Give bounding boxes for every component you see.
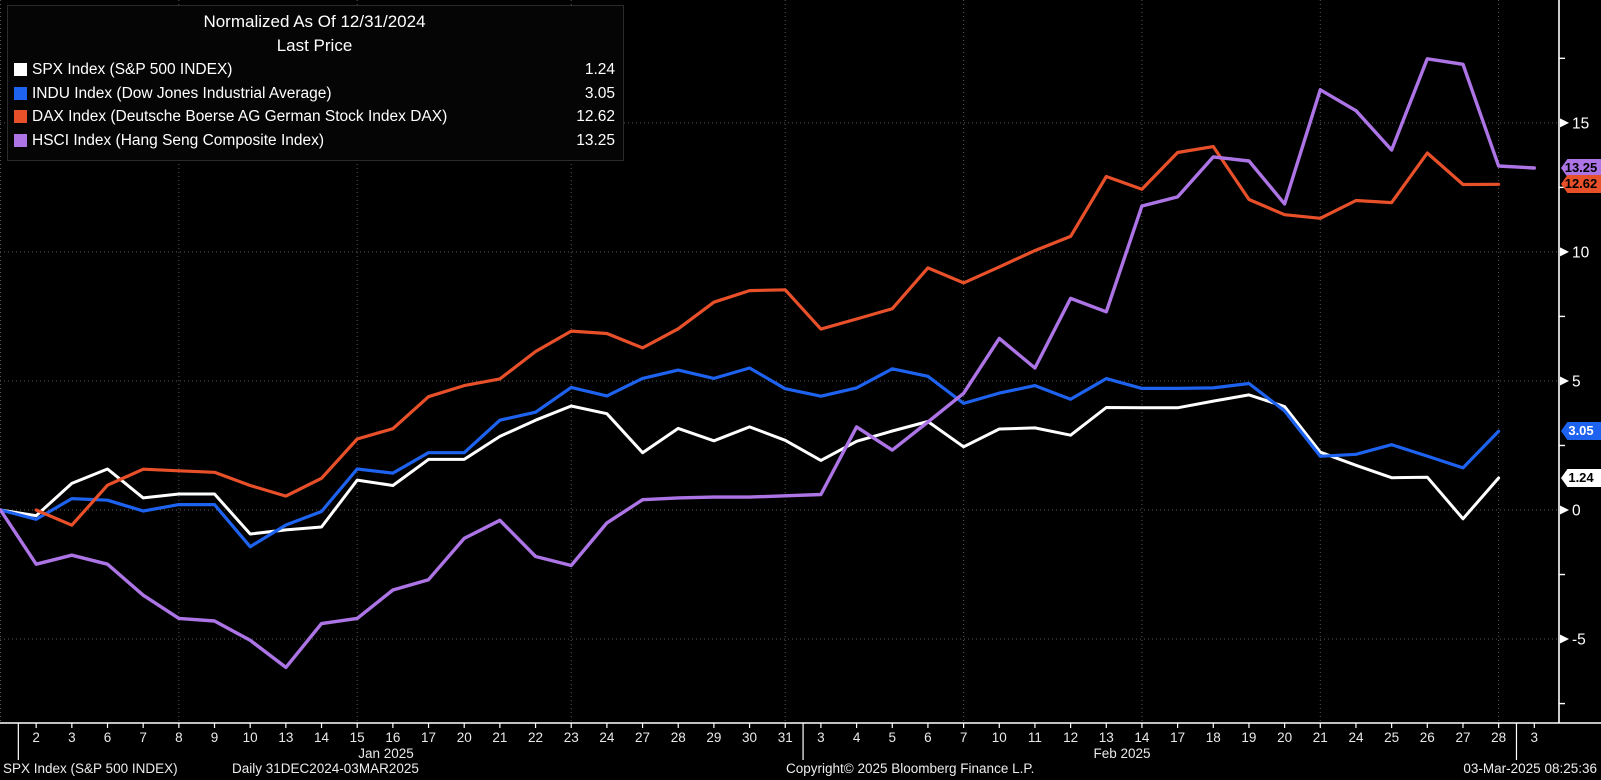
x-tick-label: 31	[778, 730, 793, 745]
indu-color-swatch-icon	[14, 86, 27, 100]
chart-legend: Normalized As Of 12/31/2024 Last Price S…	[7, 5, 624, 161]
x-tick-label: 10	[243, 730, 258, 745]
y-tick-arrow-icon	[1560, 118, 1569, 128]
legend-subtitle: Last Price	[276, 36, 353, 55]
indu-last-price-badge: 3.05	[1561, 422, 1601, 440]
legend-item-label: INDU Index (Dow Jones Industrial Average…	[32, 84, 332, 102]
legend-item-spx[interactable]: SPX Index (S&P 500 INDEX) 1.24	[14, 58, 615, 82]
x-tick-label: 22	[528, 730, 543, 745]
legend-item-label: HSCI Index (Hang Seng Composite Index)	[32, 131, 325, 149]
footer-instrument: SPX Index (S&P 500 INDEX)	[3, 761, 178, 776]
x-tick-label: 7	[139, 730, 147, 745]
x-tick-label: 25	[1384, 730, 1399, 745]
dax-color-swatch-icon	[14, 110, 27, 124]
x-tick-label: 15	[350, 730, 365, 745]
x-tick-label: 4	[853, 730, 861, 745]
x-tick-label: 6	[924, 730, 932, 745]
y-tick-arrow-icon	[1560, 505, 1569, 515]
x-tick-label: 21	[1313, 730, 1328, 745]
legend-item-label: SPX Index (S&P 500 INDEX)	[32, 61, 233, 78]
x-tick-label: 29	[706, 730, 721, 745]
hsci-last-price-badge: 13.25	[1561, 159, 1601, 177]
x-tick-label: 27	[635, 730, 650, 745]
legend-item-value: 1.24	[584, 61, 615, 78]
x-tick-label: 23	[564, 730, 579, 745]
footer-timestamp: 03-Mar-2025 08:25:36	[1463, 761, 1597, 776]
y-tick-arrow-icon	[1560, 376, 1569, 386]
dax-last-price-badge: 12.62	[1561, 175, 1601, 193]
x-tick-label: 8	[175, 730, 183, 745]
legend-item-label: DAX Index (Deutsche Boerse AG German Sto…	[32, 108, 448, 125]
series-line	[0, 366, 1501, 549]
y-tick-arrow-icon	[1560, 634, 1569, 644]
x-tick-label: 3	[1531, 730, 1539, 745]
x-tick-label: 7	[960, 730, 968, 745]
y-tick-label: 5	[1572, 373, 1581, 390]
y-tick-label: -5	[1572, 632, 1586, 649]
legend-item-indu[interactable]: INDU Index (Dow Jones Industrial Average…	[14, 82, 615, 106]
x-tick-label: 10	[992, 730, 1007, 745]
x-tick-label: 13	[1099, 730, 1114, 745]
series-line	[0, 393, 1501, 536]
legend-item-value: 13.25	[576, 131, 615, 149]
footer-period: Daily 31DEC2024-03MAR2025	[232, 761, 419, 776]
month-label: Jan 2025	[358, 746, 414, 761]
legend-item-dax[interactable]: DAX Index (Deutsche Boerse AG German Sto…	[14, 105, 615, 129]
x-tick-label: 16	[385, 730, 400, 745]
footer-copyright: Copyright© 2025 Bloomberg Finance L.P.	[786, 761, 1035, 776]
x-tick-label: 6	[104, 730, 112, 745]
x-tick-label: 14	[1134, 730, 1150, 745]
x-tick-label: 2	[32, 730, 40, 745]
hsci-color-swatch-icon	[14, 133, 27, 147]
x-tick-label: 11	[1028, 730, 1042, 745]
series-line	[34, 145, 1501, 527]
spx-last-price-badge: 1.24	[1561, 469, 1601, 487]
y-tick-label: 10	[1572, 244, 1590, 261]
x-tick-label: 20	[1277, 730, 1292, 745]
x-tick-label: 24	[1348, 730, 1364, 745]
status-bar: SPX Index (S&P 500 INDEX) Daily 31DEC202…	[0, 760, 1601, 780]
x-tick-label: 26	[1420, 730, 1435, 745]
y-tick-arrow-icon	[1560, 247, 1569, 257]
x-tick-label: 3	[68, 730, 76, 745]
x-tick-label: 17	[1170, 730, 1185, 745]
legend-item-value: 3.05	[584, 84, 615, 102]
x-tick-label: 17	[421, 730, 436, 745]
x-tick-label: 20	[457, 730, 472, 745]
x-tick-label: 13	[278, 730, 293, 745]
y-tick-label: 15	[1572, 115, 1589, 132]
legend-title: Normalized As Of 12/31/2024	[203, 12, 426, 31]
x-tick-label: 28	[1491, 730, 1506, 745]
x-tick-label: 27	[1455, 730, 1470, 745]
spx-color-swatch-icon	[14, 63, 27, 77]
x-tick-label: 14	[314, 730, 330, 745]
x-tick-label: 19	[1241, 730, 1256, 745]
x-tick-label: 28	[671, 730, 686, 745]
month-label: Feb 2025	[1093, 746, 1150, 761]
y-tick-label: 0	[1572, 503, 1581, 520]
x-tick-label: 12	[1063, 730, 1078, 745]
series-line	[0, 57, 1537, 670]
legend-item-value: 12.62	[576, 108, 615, 125]
x-tick-label: 9	[211, 730, 219, 745]
x-tick-label: 24	[599, 730, 615, 745]
legend-item-hsci[interactable]: HSCI Index (Hang Seng Composite Index) 1…	[14, 129, 615, 153]
x-tick-label: 5	[888, 730, 896, 745]
x-tick-label: 3	[817, 730, 825, 745]
x-tick-label: 18	[1206, 730, 1221, 745]
x-tick-label: 21	[492, 730, 507, 745]
x-tick-label: 30	[742, 730, 757, 745]
